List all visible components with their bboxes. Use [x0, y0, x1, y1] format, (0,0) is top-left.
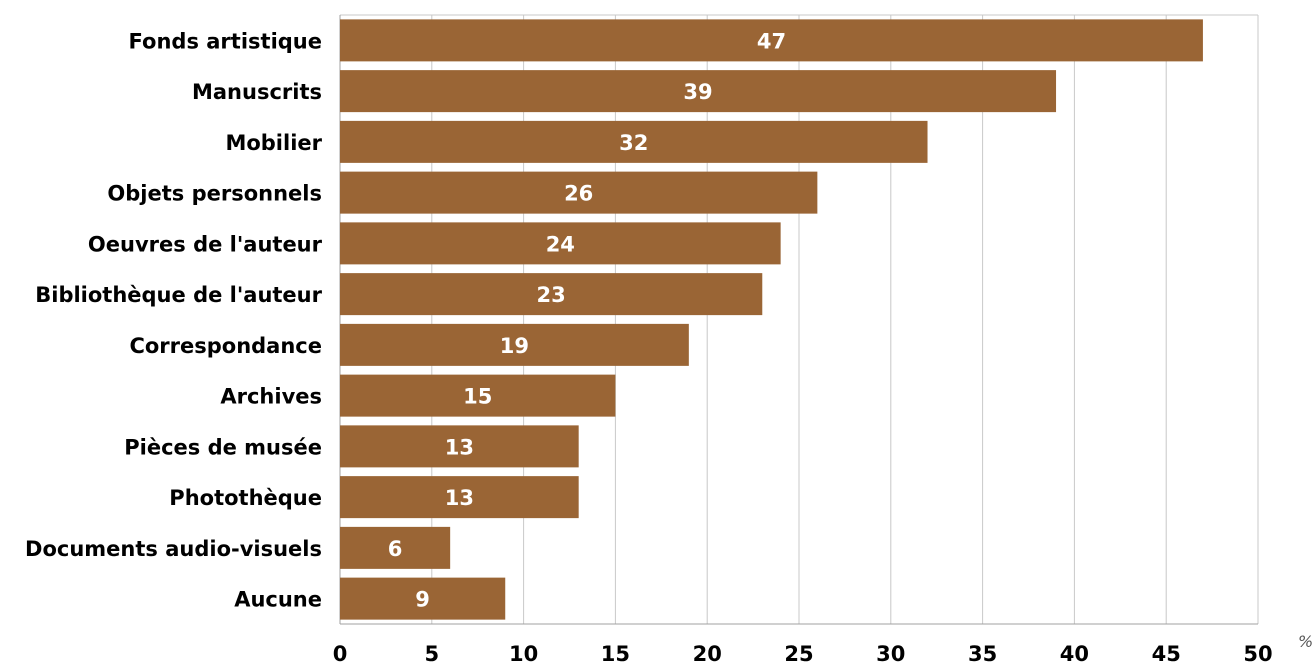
data-label: 9 [415, 588, 430, 612]
category-label: Correspondance [129, 334, 322, 358]
category-label: Objets personnels [107, 182, 322, 206]
category-label: Mobilier [225, 131, 322, 155]
category-label: Bibliothèque de l'auteur [35, 283, 322, 307]
x-tick-label: 40 [1060, 642, 1089, 664]
x-tick-label: 45 [1152, 642, 1181, 664]
data-label: 26 [564, 182, 593, 206]
x-tick-labels: 0 5 10 15 20 25 30 35 40 45 50 [333, 642, 1273, 664]
bar [340, 70, 1057, 113]
bar [340, 425, 579, 468]
category-labels: Fonds artistique Manuscrits Mobilier Objets… [25, 29, 323, 611]
data-label: 15 [463, 385, 492, 409]
x-tick-label: 15 [601, 642, 630, 664]
x-tick-label: 25 [784, 642, 813, 664]
data-label: 19 [500, 334, 529, 358]
category-label: Aucune [234, 588, 322, 612]
bars: 47 39 32 26 24 23 19 15 13 13 6 9 [340, 19, 1203, 620]
category-label: Manuscrits [192, 80, 322, 104]
data-label: 13 [445, 486, 474, 510]
bar [340, 273, 763, 316]
data-label: 47 [757, 29, 786, 53]
data-label: 24 [546, 232, 575, 256]
category-label: Oeuvres de l'auteur [88, 232, 323, 256]
data-label: 32 [619, 131, 648, 155]
bar [340, 323, 689, 366]
data-label: 39 [683, 80, 712, 104]
x-tick-label: 5 [424, 642, 439, 664]
bar [340, 526, 451, 569]
bar [340, 120, 928, 163]
x-tick-label: 30 [876, 642, 905, 664]
gridlines [339, 14, 1259, 625]
bar [340, 476, 579, 519]
x-unit-label: % [1298, 632, 1313, 651]
bar [340, 374, 616, 417]
x-tick-label: 20 [693, 642, 722, 664]
category-label: Photothèque [169, 486, 322, 510]
bar [340, 19, 1203, 62]
bar [340, 222, 781, 265]
data-label: 23 [537, 283, 566, 307]
bar [340, 171, 818, 214]
category-label: Fonds artistique [129, 29, 322, 53]
x-tick-label: 50 [1243, 642, 1272, 664]
category-label: Pièces de musée [124, 435, 322, 459]
data-label: 6 [388, 537, 403, 561]
x-tick-label: 0 [333, 642, 348, 664]
data-label: 13 [445, 435, 474, 459]
bar [340, 577, 506, 620]
x-tick-label: 10 [509, 642, 538, 664]
category-label: Archives [220, 385, 322, 409]
x-tick-label: 35 [968, 642, 997, 664]
category-label: Documents audio-visuels [25, 537, 322, 561]
